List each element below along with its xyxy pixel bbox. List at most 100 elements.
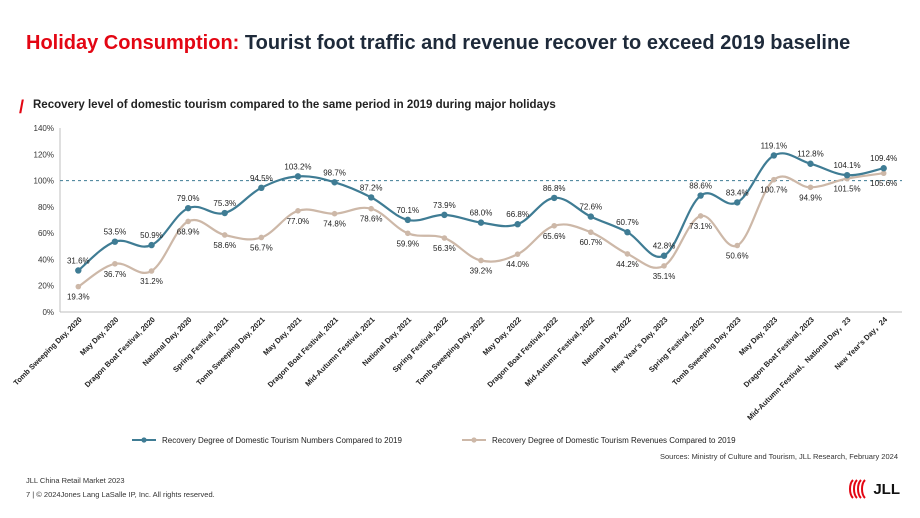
data-point-numbers [770,152,778,159]
data-point-revenues [807,184,814,191]
x-tick-label: Tomb Sweeping Day, 2021 [195,315,267,387]
x-tick-label: Mid-Autumn Festival, 2022 [523,315,596,388]
data-point-revenues [661,263,667,269]
y-tick-label: 80% [38,203,54,212]
data-label-numbers: 31.6% [67,256,90,265]
data-label-revenues: 78.6% [360,215,383,224]
y-tick-label: 100% [34,177,54,186]
x-tick-label: Dragon Boat Festival, 2020 [83,315,157,389]
data-label-revenues: 39.2% [470,266,493,275]
data-point-numbers [587,213,595,220]
data-point-numbers [75,267,82,274]
data-point-revenues [368,205,374,212]
y-tick-label: 60% [38,229,54,238]
data-label-revenues: 68.9% [177,227,200,236]
page-title: Holiday Consumption: Tourist foot traffi… [26,32,850,55]
data-point-numbers [441,211,448,219]
data-point-numbers [331,179,338,186]
data-point-revenues [221,232,228,238]
data-point-revenues [75,283,82,290]
data-label-numbers: 94.5% [250,174,273,183]
y-tick-label: 20% [38,282,54,291]
data-label-numbers: 109.4% [870,154,897,163]
data-point-numbers [551,194,558,202]
legend-marker-revenues [471,437,477,443]
data-point-revenues [734,242,741,249]
data-point-revenues [295,208,301,214]
legend-label-revenues: Recovery Degree of Domestic Tourism Reve… [492,436,736,445]
data-point-numbers [404,216,411,224]
data-point-revenues [697,213,704,219]
data-label-numbers: 98.7% [323,168,346,177]
data-point-revenues [331,210,338,217]
x-tick-label: Dragon Boat Festival, 2021 [266,315,340,389]
title-rest: Tourist foot traffic and revenue recover… [244,32,851,54]
data-label-numbers: 50.9% [140,231,163,240]
data-label-numbers: 72.6% [579,203,602,212]
data-point-numbers [514,221,521,228]
data-label-revenues: 44.0% [506,260,529,269]
data-label-numbers: 83.4% [726,188,749,197]
source-note: Sources: Ministry of Culture and Tourism… [659,452,898,461]
data-point-revenues [624,251,631,257]
x-tick-label: Tomb Sweeping Day, 2020 [12,315,84,387]
data-label-revenues: 19.3% [67,293,90,302]
title-accent: Holiday Consumption: [26,32,240,54]
data-label-revenues: 56.3% [433,244,456,253]
data-label-revenues: 59.9% [396,239,419,248]
data-label-numbers: 112.8% [797,150,824,159]
data-point-revenues [514,251,521,257]
data-label-revenues: 60.7% [579,238,602,247]
data-label-numbers: 119.1% [761,141,788,150]
x-tick-label: Dragon Boat Festival, 2023 [742,315,816,389]
data-point-numbers [258,184,265,191]
data-point-numbers [148,241,155,249]
data-label-numbers: 70.1% [396,206,419,215]
data-label-revenues: 36.7% [104,270,127,279]
data-label-numbers: 103.2% [284,162,311,171]
data-point-numbers [624,229,631,236]
data-point-revenues [185,218,191,225]
x-tick-label: Mid-Autumn Festival, 2021 [303,315,376,388]
data-label-revenues: 94.9% [799,193,822,202]
data-point-revenues [258,234,265,241]
legend-label-numbers: Recovery Degree of Domestic Tourism Numb… [162,436,403,445]
data-label-revenues: 74.8% [323,220,346,229]
data-point-revenues [551,222,558,229]
data-point-revenues [112,260,118,267]
data-label-numbers: 42.8% [653,242,676,251]
data-point-revenues [148,268,155,274]
data-point-revenues [771,176,777,183]
data-label-numbers: 60.7% [616,218,639,227]
logo-text: JLL [873,480,900,498]
jll-logo-icon [849,479,867,499]
data-label-numbers: 79.0% [177,194,200,203]
footer-copyright: 7 | © 2024Jones Lang LaSalle IP, Inc. Al… [26,490,215,499]
y-tick-label: 140% [34,124,54,133]
data-point-revenues [588,229,594,236]
data-point-numbers [734,199,741,206]
data-label-numbers: 75.3% [213,199,236,208]
data-point-numbers [477,219,485,226]
data-point-numbers [660,252,668,259]
data-point-numbers [367,194,375,201]
data-label-revenues: 58.6% [213,241,236,250]
data-point-numbers [697,192,704,199]
jll-logo: JLL [847,478,900,500]
x-tick-label: Tomb Sweeping Day, 2023 [670,315,742,387]
y-tick-label: 120% [34,150,54,159]
subtitle-slash-mark: / [19,97,25,117]
data-point-numbers [184,204,192,212]
data-label-numbers: 66.8% [506,210,529,219]
x-tick-label: Dragon Boat Festival, 2022 [485,315,559,389]
data-label-revenues: 105.6% [870,179,897,188]
data-label-revenues: 56.7% [250,243,273,252]
data-label-revenues: 35.1% [653,272,676,281]
footer-report-name: JLL China Retail Market 2023 [26,476,125,485]
data-point-numbers [221,209,228,217]
data-label-revenues: 65.6% [543,232,566,241]
chart-subtitle: Recovery level of domestic tourism compa… [33,99,556,111]
y-tick-label: 40% [38,255,54,264]
data-label-numbers: 53.5% [104,228,127,237]
